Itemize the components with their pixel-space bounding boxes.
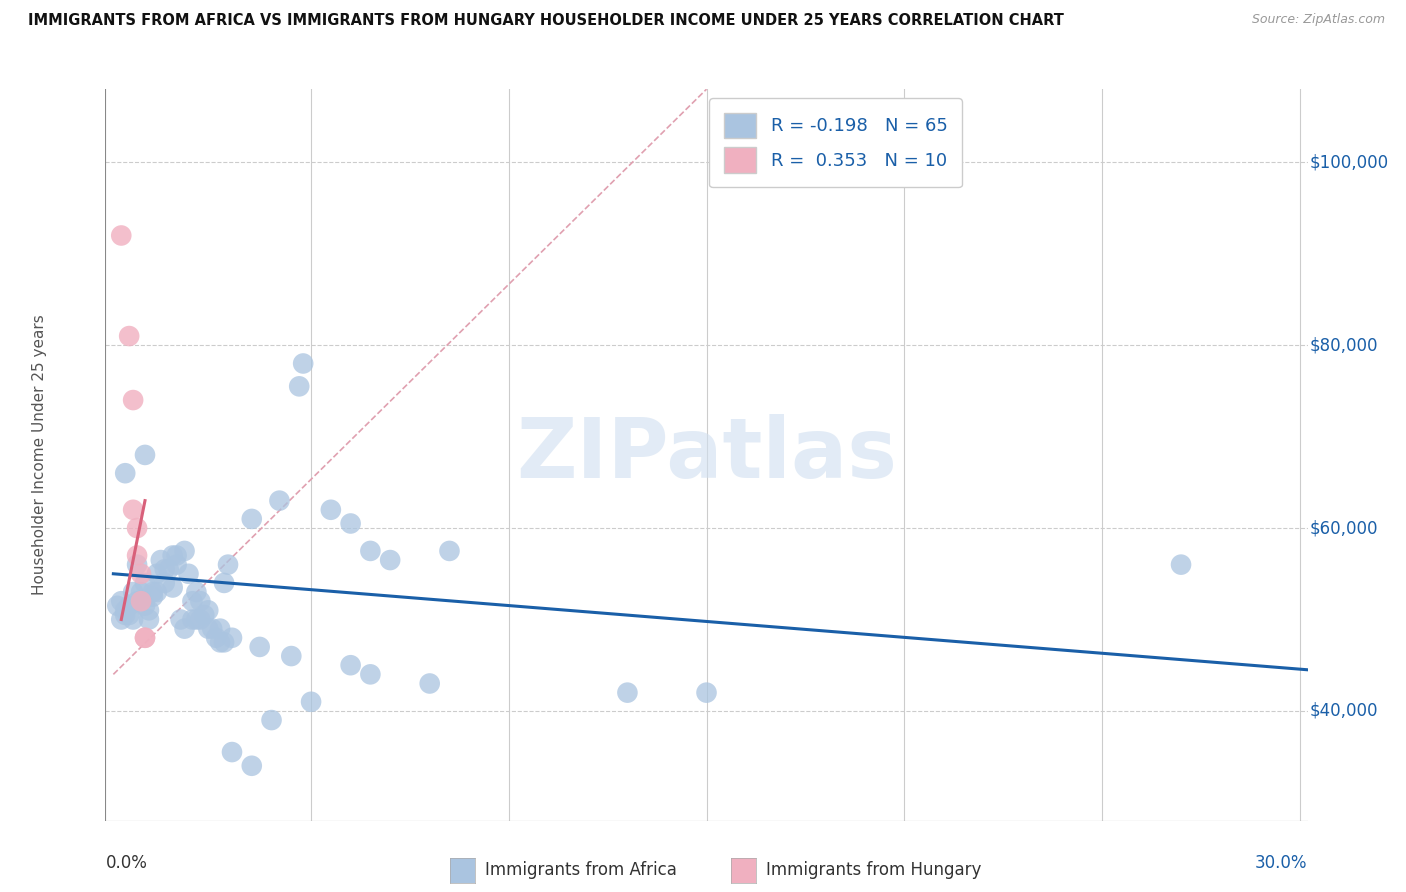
Point xyxy=(696,685,718,699)
Point xyxy=(110,613,132,627)
Point xyxy=(110,228,132,243)
Point xyxy=(127,558,149,572)
Point xyxy=(122,585,145,599)
Point xyxy=(221,745,243,759)
Point xyxy=(209,635,232,649)
Point xyxy=(149,553,172,567)
Point xyxy=(134,448,156,462)
Point xyxy=(221,631,243,645)
Point xyxy=(134,576,156,591)
Point xyxy=(359,667,381,681)
Point xyxy=(129,594,152,608)
Point xyxy=(339,658,361,673)
Text: $60,000: $60,000 xyxy=(1310,519,1378,537)
Point xyxy=(288,379,311,393)
Point xyxy=(146,585,169,599)
Point xyxy=(127,594,149,608)
Point xyxy=(134,631,156,645)
Point xyxy=(186,585,208,599)
Point xyxy=(249,640,271,654)
Point xyxy=(134,631,156,645)
Point xyxy=(181,613,204,627)
Point xyxy=(114,603,136,617)
Point xyxy=(127,521,149,535)
Point xyxy=(260,713,283,727)
Point xyxy=(138,603,160,617)
Point xyxy=(110,594,132,608)
Point xyxy=(269,493,291,508)
Text: Householder Income Under 25 years: Householder Income Under 25 years xyxy=(32,315,46,595)
Point xyxy=(162,549,184,563)
Point xyxy=(339,516,361,531)
Point xyxy=(188,594,211,608)
Point xyxy=(122,392,145,407)
Point xyxy=(153,576,176,591)
Point xyxy=(122,613,145,627)
Point xyxy=(105,599,128,613)
Point xyxy=(118,329,141,343)
Text: ZIPatlas: ZIPatlas xyxy=(516,415,897,495)
Point xyxy=(319,503,342,517)
Point xyxy=(201,622,224,636)
Point xyxy=(419,676,441,690)
Text: 30.0%: 30.0% xyxy=(1256,854,1308,871)
Text: Source: ZipAtlas.com: Source: ZipAtlas.com xyxy=(1251,13,1385,27)
Point xyxy=(142,590,165,604)
Point xyxy=(177,566,200,581)
Text: $40,000: $40,000 xyxy=(1310,702,1378,720)
Point xyxy=(114,607,136,622)
Point xyxy=(359,544,381,558)
Point xyxy=(197,603,219,617)
Point xyxy=(173,544,195,558)
Point xyxy=(188,613,211,627)
Point xyxy=(166,549,188,563)
Point xyxy=(181,594,204,608)
Point xyxy=(212,635,235,649)
Text: 0.0%: 0.0% xyxy=(105,854,148,871)
Point xyxy=(129,585,152,599)
Text: $80,000: $80,000 xyxy=(1310,336,1378,354)
Point xyxy=(380,553,402,567)
Point xyxy=(212,576,235,591)
Point xyxy=(616,685,638,699)
Point xyxy=(193,607,215,622)
Point xyxy=(162,581,184,595)
Point xyxy=(186,613,208,627)
Point xyxy=(146,566,169,581)
Point xyxy=(240,512,263,526)
Point xyxy=(118,607,141,622)
Point xyxy=(157,562,180,576)
Point xyxy=(217,558,239,572)
Text: Immigrants from Hungary: Immigrants from Hungary xyxy=(766,861,981,879)
Point xyxy=(166,558,188,572)
Point xyxy=(138,613,160,627)
Point xyxy=(209,622,232,636)
Point xyxy=(169,613,191,627)
Point xyxy=(292,356,315,371)
Point xyxy=(127,549,149,563)
Point xyxy=(439,544,461,558)
Point xyxy=(142,585,165,599)
Legend: R = -0.198   N = 65, R =  0.353   N = 10: R = -0.198 N = 65, R = 0.353 N = 10 xyxy=(709,98,962,187)
Point xyxy=(129,566,152,581)
Text: IMMIGRANTS FROM AFRICA VS IMMIGRANTS FROM HUNGARY HOUSEHOLDER INCOME UNDER 25 YE: IMMIGRANTS FROM AFRICA VS IMMIGRANTS FRO… xyxy=(28,13,1064,29)
Point xyxy=(1170,558,1192,572)
Point xyxy=(205,631,228,645)
Point xyxy=(153,562,176,576)
Point xyxy=(129,594,152,608)
Point xyxy=(173,622,195,636)
Point xyxy=(280,649,302,664)
Text: $100,000: $100,000 xyxy=(1310,153,1389,171)
Point xyxy=(299,695,322,709)
Text: Immigrants from Africa: Immigrants from Africa xyxy=(485,861,676,879)
Point xyxy=(134,599,156,613)
Point xyxy=(118,599,141,613)
Point xyxy=(122,503,145,517)
Point xyxy=(240,758,263,772)
Point xyxy=(197,622,219,636)
Point xyxy=(114,466,136,480)
